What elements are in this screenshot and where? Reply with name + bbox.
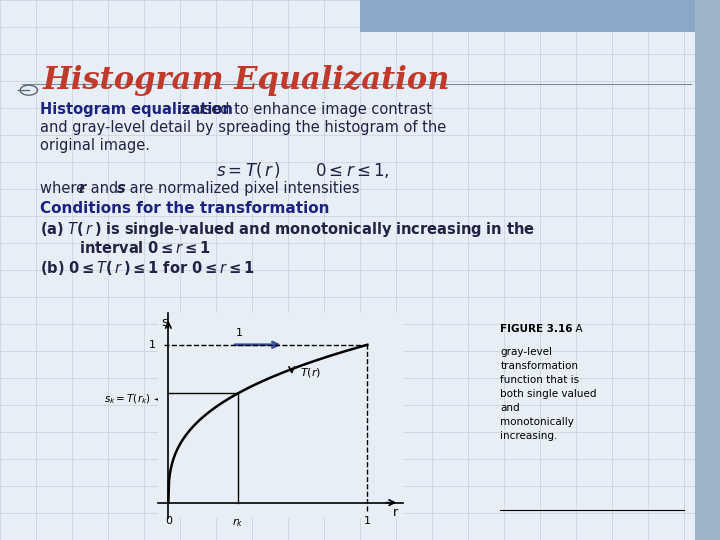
- Text: A: A: [569, 324, 582, 334]
- Text: original image.: original image.: [40, 138, 150, 153]
- Text: 1: 1: [236, 328, 243, 339]
- Text: s: s: [117, 181, 125, 196]
- Text: $\mathbf{(a)\ \mathit{T}(\,\mathit{r}\,)}$ $\mathbf{is\ single\text{-}valued\ an: $\mathbf{(a)\ \mathit{T}(\,\mathit{r}\,)…: [40, 220, 534, 239]
- Text: 1: 1: [148, 340, 156, 350]
- Text: gray-level
transformation
function that is
both single valued
and
monotonically
: gray-level transformation function that …: [500, 347, 597, 441]
- Text: $\mathbf{(b)\ 0 \leq \mathit{T}(\,\mathit{r}\,) \leq 1\ for\ 0 \leq \mathit{r} \: $\mathbf{(b)\ 0 \leq \mathit{T}(\,\mathi…: [40, 259, 254, 277]
- Text: 0: 0: [165, 516, 172, 526]
- Bar: [360, 0, 720, 32]
- Text: $\mathit{s} = \mathit{T}(\,\mathit{r}\,)$      $0\leq \mathit{r} \leq 1,$: $\mathit{s} = \mathit{T}(\,\mathit{r}\,)…: [216, 160, 390, 180]
- Text: 1: 1: [364, 516, 371, 526]
- Text: FIGURE 3.16: FIGURE 3.16: [500, 324, 573, 334]
- Text: $s_k = T(r_k)$ ◄: $s_k = T(r_k)$ ◄: [104, 393, 163, 407]
- Text: are normalized pixel intensities: are normalized pixel intensities: [125, 181, 359, 196]
- Text: r: r: [78, 181, 86, 196]
- Text: $\mathbf{interval\ 0 \leq \mathit{r} \leq 1}$: $\mathbf{interval\ 0 \leq \mathit{r} \le…: [79, 240, 211, 256]
- Text: $r_k$: $r_k$: [233, 516, 243, 529]
- Text: and: and: [86, 181, 123, 196]
- Text: Conditions for the transformation: Conditions for the transformation: [40, 201, 329, 216]
- Text: Histogram equalization: Histogram equalization: [40, 102, 233, 117]
- Text: where: where: [40, 181, 89, 196]
- Text: $T(r)$: $T(r)$: [300, 366, 321, 379]
- Text: r: r: [392, 505, 398, 518]
- Text: and gray-level detail by spreading the histogram of the: and gray-level detail by spreading the h…: [40, 120, 446, 135]
- Text: s: s: [161, 316, 168, 329]
- Bar: [695, 0, 720, 540]
- Text: Histogram Equalization: Histogram Equalization: [43, 65, 451, 96]
- Text: is used to enhance image contrast: is used to enhance image contrast: [173, 102, 432, 117]
